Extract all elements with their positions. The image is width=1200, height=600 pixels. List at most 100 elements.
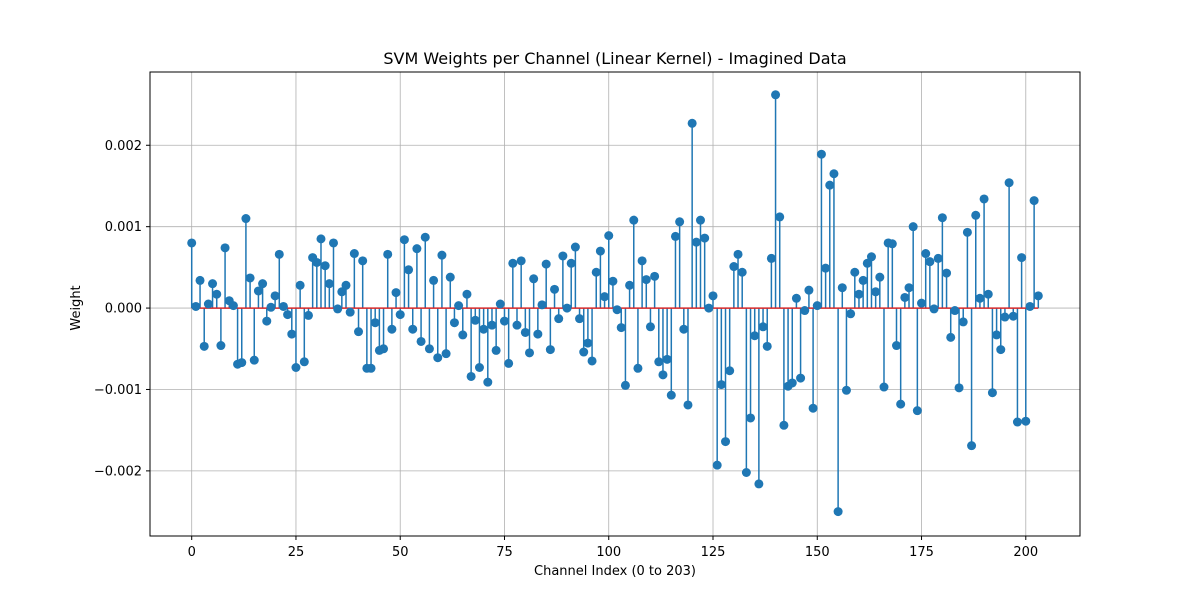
stem-marker xyxy=(187,238,197,248)
x-axis-label: Channel Index (0 to 203) xyxy=(534,564,696,579)
stem-marker xyxy=(1029,196,1039,206)
stem-marker xyxy=(875,272,885,282)
stem-marker xyxy=(441,349,451,359)
x-tick-label: 125 xyxy=(701,545,726,560)
stem-marker xyxy=(904,283,914,293)
stem-marker xyxy=(629,215,639,225)
stem-marker xyxy=(829,169,839,179)
stem-marker xyxy=(816,149,826,159)
stem-marker xyxy=(249,355,259,365)
stem-marker xyxy=(283,310,293,320)
plot-frame xyxy=(149,71,1081,537)
stem-marker xyxy=(287,329,297,339)
stem-marker xyxy=(683,400,693,410)
stem-marker xyxy=(512,320,522,330)
stem-marker xyxy=(846,309,856,319)
stem-marker xyxy=(708,291,718,301)
stem-marker xyxy=(295,280,305,290)
stem-marker xyxy=(479,324,489,334)
stem-marker xyxy=(633,363,643,373)
stem-marker xyxy=(804,285,814,295)
stem-marker xyxy=(370,318,380,328)
stem-marker xyxy=(491,345,501,355)
stem-marker xyxy=(695,215,705,225)
stem-marker xyxy=(670,231,680,241)
stem-marker xyxy=(550,284,560,294)
stem-marker xyxy=(862,258,872,268)
stem-marker xyxy=(675,217,685,227)
stem-marker xyxy=(612,305,622,315)
stem-marker xyxy=(933,253,943,263)
stem-marker xyxy=(366,363,376,373)
stem-marker xyxy=(429,275,439,285)
stem-marker xyxy=(620,380,630,390)
stem-marker xyxy=(812,301,822,311)
stem-marker xyxy=(1008,311,1018,321)
stem-marker xyxy=(253,286,263,296)
y-tick-label: −0.002 xyxy=(94,464,142,479)
stem-marker xyxy=(345,307,355,317)
stem-marker xyxy=(554,314,564,324)
stem-marker xyxy=(579,347,589,357)
stem-marker xyxy=(266,302,276,312)
chart-title: SVM Weights per Channel (Linear Kernel) … xyxy=(383,49,846,68)
stem-marker xyxy=(508,258,518,268)
stem-marker xyxy=(825,180,835,190)
y-tick-label: −0.001 xyxy=(94,383,142,398)
stem-marker xyxy=(466,371,476,381)
stem-marker xyxy=(212,289,222,299)
stem-marker xyxy=(779,420,789,430)
stem-marker xyxy=(191,301,201,311)
stem-marker xyxy=(837,283,847,293)
stem-marker xyxy=(474,362,484,372)
stem-marker xyxy=(228,301,238,311)
stem-marker xyxy=(262,316,272,326)
stem-marker xyxy=(954,383,964,393)
stem-marker xyxy=(645,322,655,332)
stem-marker xyxy=(912,406,922,416)
stem-marker xyxy=(821,263,831,273)
stem-marker xyxy=(858,275,868,285)
stem-marker xyxy=(691,237,701,247)
stem-marker xyxy=(195,275,205,285)
stem-marker xyxy=(666,390,676,400)
stem-marker xyxy=(716,380,726,390)
stem-marker xyxy=(729,262,739,272)
stem-marker xyxy=(583,338,593,348)
stem-marker xyxy=(679,324,689,334)
stem-marker xyxy=(529,274,539,284)
stem-marker xyxy=(566,258,576,268)
stem-marker xyxy=(241,214,251,224)
stem-marker xyxy=(454,301,464,311)
stem-marker xyxy=(725,366,735,376)
stem-marker xyxy=(470,315,480,325)
stem-marker xyxy=(704,303,714,313)
stem-marker xyxy=(545,345,555,355)
y-axis-label: Weight xyxy=(69,285,84,330)
stem-marker xyxy=(950,306,960,316)
stem-marker xyxy=(637,256,647,266)
x-tick-label: 100 xyxy=(596,545,621,560)
stem-marker xyxy=(775,212,785,222)
stem-marker xyxy=(937,213,947,223)
stem-marker xyxy=(887,239,897,249)
stem-marker xyxy=(962,227,972,237)
stem-marker xyxy=(967,441,977,451)
stem-marker xyxy=(458,330,468,340)
stem-marker xyxy=(324,279,334,289)
x-tick-label: 25 xyxy=(288,545,305,560)
stem-marker xyxy=(879,382,889,392)
stem-marker xyxy=(987,388,997,398)
stem-marker xyxy=(270,291,280,301)
y-tick-label: 0.002 xyxy=(105,139,142,154)
stem-marker xyxy=(917,298,927,308)
stem-marker xyxy=(278,301,288,311)
stem-marker xyxy=(203,299,213,309)
x-tick-label: 50 xyxy=(392,545,409,560)
stem-marker xyxy=(750,331,760,341)
stem-marker xyxy=(462,289,472,299)
stem-marker xyxy=(796,373,806,383)
stem-marker xyxy=(237,358,247,368)
